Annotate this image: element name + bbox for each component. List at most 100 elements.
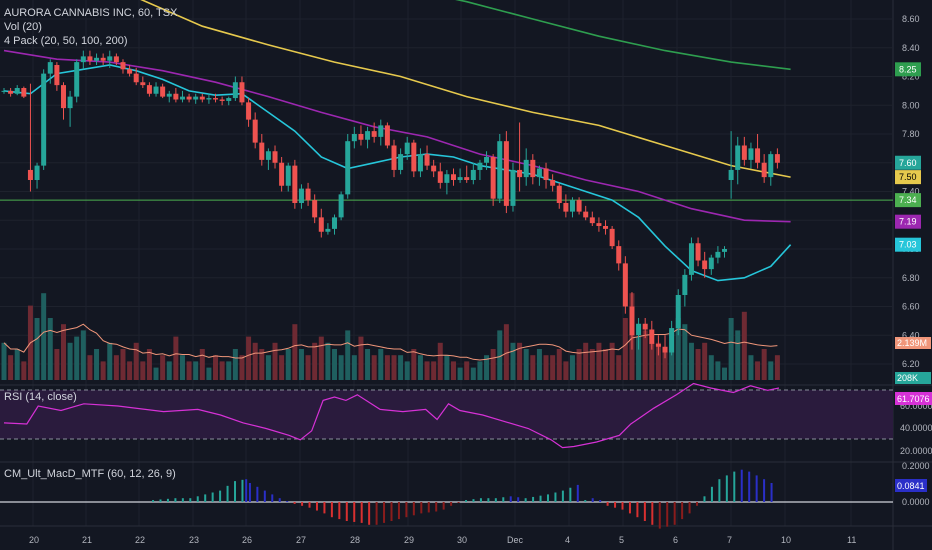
macd-bar [271,494,274,502]
candle-body [351,134,357,142]
candle-body [431,165,437,172]
volume-bar [609,342,615,380]
price-tag [895,193,921,208]
macd-legend: CM_Ult_MacD_MTF (60, 12, 26, 9) [4,467,176,481]
candle-body [60,85,66,109]
volume-bar [186,361,192,380]
volume-bar [213,355,219,380]
candle-body [54,65,60,86]
candle-body [305,188,311,201]
volume-bar [589,349,595,380]
volume-bar [193,361,199,380]
volume-bar [206,367,212,380]
price-tick-label: 6.60 [902,302,920,312]
candle-body [358,134,364,140]
candle-body [232,82,238,99]
macd-bar [457,502,460,503]
volume-bar [755,361,761,380]
volume-bar [695,349,701,380]
time-tick-label: 28 [350,535,360,545]
macd-bar [263,490,266,502]
rsi-tick-label: 40.0000 [900,423,932,433]
candle-body [437,171,443,183]
candle-body [755,148,761,163]
volume-bar [74,336,80,380]
macd-bar [710,486,713,502]
macd-bar [532,496,535,502]
candle-body [411,142,417,172]
macd-bar [688,502,691,514]
ma100-line [140,0,791,178]
candle-body [675,295,681,329]
macd-tick-label: 0.2000 [902,461,930,471]
volume-bar [127,361,133,380]
volume-tag [895,337,931,349]
candle-body [285,165,291,186]
volume-bar [417,355,423,380]
volume-bar [556,349,562,380]
macd-bar [427,502,430,513]
volume-bar [768,361,774,380]
candle-body [193,96,199,100]
candle-body [325,228,331,232]
candle-body [14,88,20,94]
volume-bar [80,330,86,380]
volume-legend[interactable]: Vol (20) [4,21,42,33]
ma-pack-legend[interactable]: 4 Pack (20, 50, 100, 200) [4,35,128,47]
macd-bar [323,502,326,514]
volume-bar [358,336,364,380]
candle-body [457,177,463,180]
price-tag-label: 7.19 [899,217,917,227]
candle-body [477,162,483,170]
macd-histogram [152,469,773,529]
main-legend: AURORA CANNABIS INC, 60, TSX Vol (20) 4 … [4,6,177,48]
rsi-legend-label[interactable]: RSI (14, close) [4,391,77,403]
macd-bar [539,495,542,502]
volume-bar [332,349,338,380]
volume-bar [146,349,152,380]
volume-tag-label: 2.139M [897,338,927,348]
volume-bar [450,361,456,380]
candle-body [715,251,721,258]
macd-bar [636,502,639,518]
volume-bar [688,342,694,380]
macd-bar [442,502,445,510]
macd-bar [599,500,602,502]
volume-bar [351,355,357,380]
macd-bar [196,496,199,502]
grid-lines [32,0,852,526]
candle-body [21,88,27,97]
volume-bar [708,355,714,380]
macd-bar [643,502,646,521]
macd-bar [479,498,482,502]
volume-bar [503,324,509,380]
volume-bar [536,349,542,380]
candle-body [636,323,642,336]
volume-bar [34,318,40,380]
candle-body [735,145,741,170]
volume-ma-line [3,323,778,361]
macd-bar [658,502,661,529]
volume-bar [477,361,483,380]
candle-body [80,56,86,63]
volume-bar [87,355,93,380]
candle-body [318,217,324,232]
volume-bar [404,361,410,380]
candle-body [133,73,139,83]
price-tick-label: 8.60 [902,14,920,24]
macd-bar [293,502,296,504]
volume-bar [517,342,523,380]
candle-body [708,257,714,270]
volume-bar [603,349,609,380]
macd-legend-label[interactable]: CM_Ult_MacD_MTF (60, 12, 26, 9) [4,468,176,480]
macd-bar [241,479,244,502]
volume-bar [140,361,146,380]
candle-body [398,154,404,170]
time-tick-label: 30 [457,535,467,545]
volume-bar [464,361,470,380]
candle-body [391,145,397,170]
candle-body [94,57,100,61]
symbol-title[interactable]: AURORA CANNABIS INC, 60, TSX [4,7,178,19]
volume-bar [166,361,172,380]
